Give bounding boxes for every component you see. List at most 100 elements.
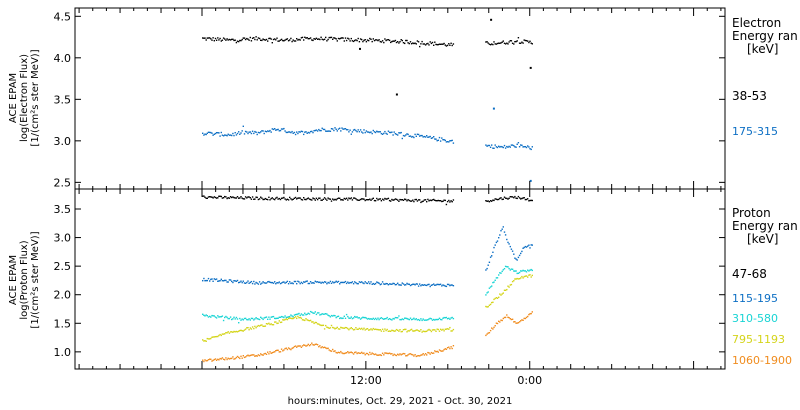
proton-point-115-195 — [370, 281, 372, 283]
proton-point-115-195 — [303, 281, 305, 283]
electron-point-175-315 — [410, 136, 413, 138]
electron-point-38-53 — [351, 40, 354, 42]
electron-point-38-53 — [394, 39, 397, 42]
electron-point-175-315 — [449, 140, 451, 142]
proton-point-310-580 — [438, 317, 441, 319]
proton-point-1060-1900 — [280, 348, 283, 350]
electron-point-38-53 — [419, 45, 421, 48]
proton-point-1060-1900 — [274, 351, 276, 353]
electron-point-38-53 — [260, 39, 262, 41]
proton-point-115-195 — [250, 280, 253, 283]
proton-point-795-1193 — [406, 331, 408, 333]
proton-point-47-68 — [398, 200, 400, 202]
proton-point-47-68 — [213, 196, 215, 198]
proton-point-1060-1900 — [414, 354, 416, 356]
proton-point-795-1193 — [218, 334, 220, 337]
proton-point-1060-1900 — [371, 352, 373, 354]
proton-point-115-195 — [391, 283, 393, 285]
proton-point-1060-1900 — [292, 347, 294, 349]
electron-point-38-53 — [313, 38, 315, 40]
proton-point-310-580 — [368, 317, 370, 320]
electron-point-38-53 — [356, 39, 358, 42]
proton-point-310-580 — [268, 316, 270, 318]
proton-point-1060-1900 — [421, 354, 423, 356]
proton-point-1060-1900 — [514, 321, 516, 323]
proton-point-310-580 — [206, 315, 208, 317]
proton-point-310-580 — [365, 317, 368, 319]
proton-point-310-580 — [320, 313, 322, 316]
proton-point-1060-1900 — [450, 346, 452, 348]
proton-point-115-195 — [371, 283, 373, 285]
electron-point-38-53 — [372, 38, 374, 40]
proton-point-795-1193 — [384, 328, 386, 330]
electron-point-175-315 — [369, 131, 371, 134]
proton-point-115-195 — [385, 282, 387, 285]
proton-point-310-580 — [449, 318, 451, 320]
electron-point-38-53 — [449, 44, 451, 46]
electron-point-38-53 — [450, 42, 452, 44]
proton-point-795-1193 — [212, 336, 214, 338]
proton-point-1060-1900 — [436, 350, 438, 353]
proton-point-47-68 — [312, 197, 314, 199]
proton-point-310-580 — [217, 315, 219, 317]
proton-point-47-68 — [443, 199, 445, 201]
proton-point-115-195 — [314, 280, 316, 282]
proton-point-310-580 — [327, 314, 329, 316]
proton-point-1060-1900 — [452, 345, 455, 347]
electron-point-175-315 — [435, 138, 437, 140]
electron-point-175-315 — [289, 131, 291, 133]
proton-point-115-195 — [263, 282, 265, 284]
electron-point-175-315 — [229, 134, 232, 136]
proton-point-310-580 — [408, 318, 410, 321]
electron-point-175-315 — [494, 144, 496, 146]
proton-point-1060-1900 — [517, 322, 520, 324]
proton-point-115-195 — [380, 283, 383, 285]
proton-point-115-195 — [452, 285, 455, 287]
electron-point-38-53 — [426, 43, 428, 45]
proton-point-47-68 — [228, 197, 231, 199]
proton-point-310-580 — [215, 317, 218, 319]
proton-point-47-68 — [334, 198, 336, 201]
electron-point-175-315 — [397, 134, 399, 136]
proton-point-310-580 — [394, 316, 397, 319]
proton-point-1060-1900 — [357, 352, 359, 354]
proton-point-795-1193 — [397, 329, 399, 331]
proton-point-115-195 — [244, 282, 247, 284]
proton-point-115-195 — [242, 280, 244, 282]
electron-point-175-315 — [239, 133, 241, 135]
proton-point-115-195 — [211, 278, 213, 280]
proton-point-1060-1900 — [531, 311, 533, 313]
proton-point-310-580 — [212, 315, 214, 317]
proton-point-1060-1900 — [424, 353, 427, 355]
proton-point-115-195 — [384, 283, 386, 285]
electron-point-175-315 — [234, 132, 236, 134]
electron-legend-title-1: Electron — [732, 16, 781, 30]
proton-point-47-68 — [305, 198, 307, 201]
proton-point-1060-1900 — [509, 318, 511, 320]
proton-point-795-1193 — [272, 324, 275, 326]
proton-point-795-1193 — [506, 288, 508, 291]
proton-point-1060-1900 — [368, 354, 370, 356]
proton-point-310-580 — [343, 315, 345, 317]
proton-point-1060-1900 — [354, 351, 356, 354]
proton-point-310-580 — [226, 316, 228, 319]
electron-point-175-315 — [351, 131, 354, 133]
proton-point-795-1193 — [452, 328, 455, 331]
proton-point-1060-1900 — [263, 353, 265, 355]
proton-point-115-195 — [412, 283, 414, 285]
electron-point-175-315 — [214, 132, 217, 135]
proton-point-310-580 — [242, 319, 244, 321]
electron-point-175-315 — [264, 130, 267, 132]
electron-point-175-315 — [305, 131, 307, 133]
proton-point-47-68 — [406, 200, 408, 202]
proton-point-1060-1900 — [319, 345, 321, 347]
proton-point-115-195 — [282, 281, 284, 283]
proton-point-115-195 — [441, 285, 443, 287]
proton-point-310-580 — [254, 318, 256, 320]
electron-point-38-53 — [486, 41, 488, 43]
electron-point-38-53 — [226, 38, 228, 40]
electron-point-38-53 — [263, 39, 265, 41]
proton-point-47-68 — [293, 197, 296, 199]
proton-point-795-1193 — [307, 319, 309, 322]
electron-point-175-315 — [359, 129, 362, 131]
